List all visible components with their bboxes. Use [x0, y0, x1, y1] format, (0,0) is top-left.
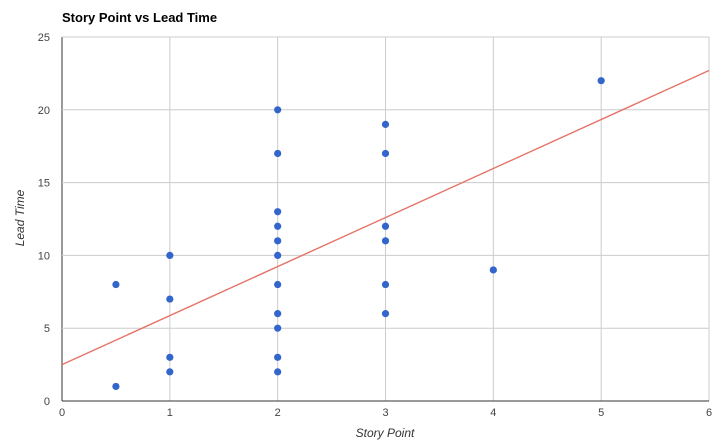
data-point[interactable]: [274, 106, 282, 114]
data-point[interactable]: [381, 310, 390, 318]
data-point[interactable]: [381, 237, 390, 245]
tick-labels: 0 1 2 3 4 5 6 0 5 10 15 20 25: [38, 32, 712, 419]
y-tick-label: 20: [38, 105, 50, 117]
data-point[interactable]: [274, 324, 282, 332]
chart-title: Story Point vs Lead Time: [62, 10, 217, 25]
grid: [61, 36, 710, 402]
data-point[interactable]: [274, 280, 282, 289]
x-tick-label: 1: [167, 407, 173, 419]
data-point[interactable]: [274, 353, 282, 361]
x-axis-label: Story Point: [356, 426, 415, 440]
data-point[interactable]: [274, 368, 282, 376]
data-point[interactable]: [274, 222, 282, 230]
data-point[interactable]: [274, 310, 282, 318]
data-point[interactable]: [274, 208, 282, 216]
data-points: [112, 77, 605, 391]
data-point[interactable]: [112, 280, 120, 289]
trendline: [61, 69, 710, 366]
y-tick-label: 10: [38, 250, 50, 262]
data-point[interactable]: [166, 251, 174, 259]
data-point[interactable]: [166, 295, 174, 303]
trendline-group: [61, 69, 710, 366]
y-tick-label: 15: [38, 178, 50, 190]
data-point[interactable]: [166, 353, 174, 361]
data-point[interactable]: [381, 222, 390, 230]
x-tick-label: 5: [598, 407, 604, 419]
y-tick-label: 5: [44, 323, 50, 335]
x-tick-label: 6: [706, 407, 712, 419]
data-point[interactable]: [274, 251, 282, 259]
data-point[interactable]: [274, 149, 282, 158]
data-point[interactable]: [166, 368, 174, 376]
data-point[interactable]: [489, 266, 497, 274]
data-point[interactable]: [274, 237, 282, 245]
x-tick-label: 4: [490, 407, 496, 419]
x-tick-label: 2: [275, 407, 281, 419]
data-point[interactable]: [597, 77, 605, 85]
x-tick-label: 0: [59, 407, 65, 419]
y-tick-label: 25: [38, 32, 50, 44]
x-tick-label: 3: [382, 407, 388, 419]
y-axis-label: Lead Time: [13, 189, 27, 246]
data-point[interactable]: [381, 149, 390, 158]
data-point[interactable]: [381, 280, 390, 289]
data-point[interactable]: [112, 382, 120, 391]
data-point[interactable]: [381, 120, 390, 128]
y-tick-label: 0: [44, 396, 50, 408]
